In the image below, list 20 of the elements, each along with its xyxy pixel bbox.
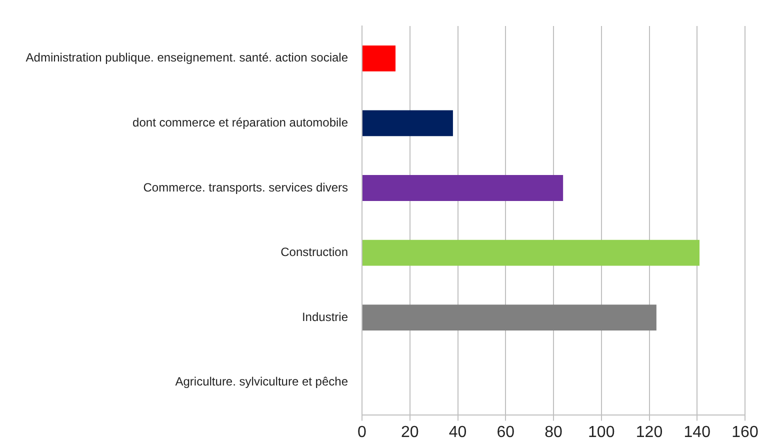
x-tick-label: 100 [588,424,615,441]
bar [362,110,453,136]
x-tick-label: 60 [496,424,515,441]
x-tick-label: 0 [358,424,367,441]
x-tick-label: 80 [544,424,562,441]
y-tick-label: dont commerce et réparation automobile [132,116,348,130]
y-tick-label: Industrie [302,310,348,324]
x-tick-label: 120 [636,424,663,441]
x-tick-label: 140 [684,424,711,441]
bar [362,304,656,331]
x-tick-label: 20 [400,424,419,441]
x-tick-label: 40 [448,424,467,441]
y-tick-label: Agriculture. sylviculture et pêche [175,374,348,389]
y-tick-label: Commerce. transports. services divers [143,180,348,194]
y-tick-label: Construction [280,245,348,260]
bar [362,45,396,72]
bar [362,175,564,201]
y-tick-label: Administration publique. enseignement. santé. action sociale [26,50,348,65]
bar [362,240,700,266]
x-tick-label: 160 [732,424,758,441]
